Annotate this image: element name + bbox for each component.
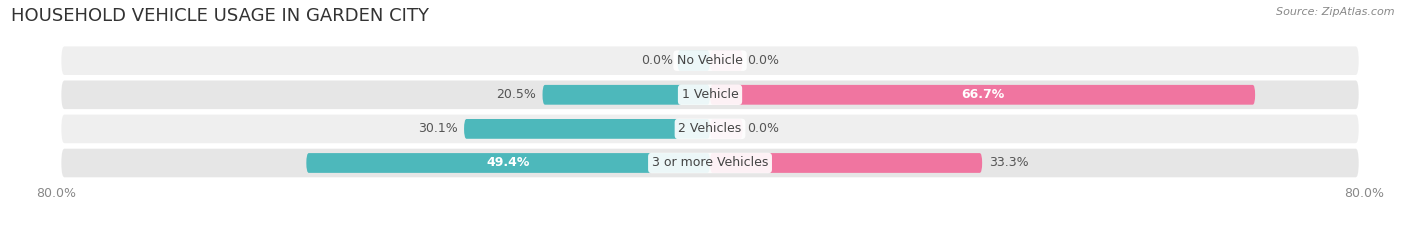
- FancyBboxPatch shape: [710, 153, 983, 173]
- Text: 1 Vehicle: 1 Vehicle: [682, 88, 738, 101]
- Text: 33.3%: 33.3%: [988, 157, 1028, 169]
- FancyBboxPatch shape: [543, 85, 710, 105]
- FancyBboxPatch shape: [60, 45, 1360, 76]
- Text: Source: ZipAtlas.com: Source: ZipAtlas.com: [1277, 7, 1395, 17]
- Text: 3 or more Vehicles: 3 or more Vehicles: [652, 157, 768, 169]
- Text: HOUSEHOLD VEHICLE USAGE IN GARDEN CITY: HOUSEHOLD VEHICLE USAGE IN GARDEN CITY: [11, 7, 429, 25]
- Text: No Vehicle: No Vehicle: [678, 54, 742, 67]
- Text: 0.0%: 0.0%: [747, 122, 779, 135]
- FancyBboxPatch shape: [678, 51, 710, 71]
- FancyBboxPatch shape: [60, 148, 1360, 178]
- FancyBboxPatch shape: [307, 153, 710, 173]
- Text: 66.7%: 66.7%: [960, 88, 1004, 101]
- FancyBboxPatch shape: [60, 113, 1360, 144]
- Text: 2 Vehicles: 2 Vehicles: [679, 122, 741, 135]
- FancyBboxPatch shape: [710, 51, 742, 71]
- Text: 49.4%: 49.4%: [486, 157, 530, 169]
- Text: 30.1%: 30.1%: [418, 122, 457, 135]
- Text: 20.5%: 20.5%: [496, 88, 536, 101]
- FancyBboxPatch shape: [60, 79, 1360, 110]
- FancyBboxPatch shape: [710, 119, 742, 139]
- Text: 0.0%: 0.0%: [747, 54, 779, 67]
- FancyBboxPatch shape: [710, 85, 1256, 105]
- Text: 0.0%: 0.0%: [641, 54, 673, 67]
- FancyBboxPatch shape: [464, 119, 710, 139]
